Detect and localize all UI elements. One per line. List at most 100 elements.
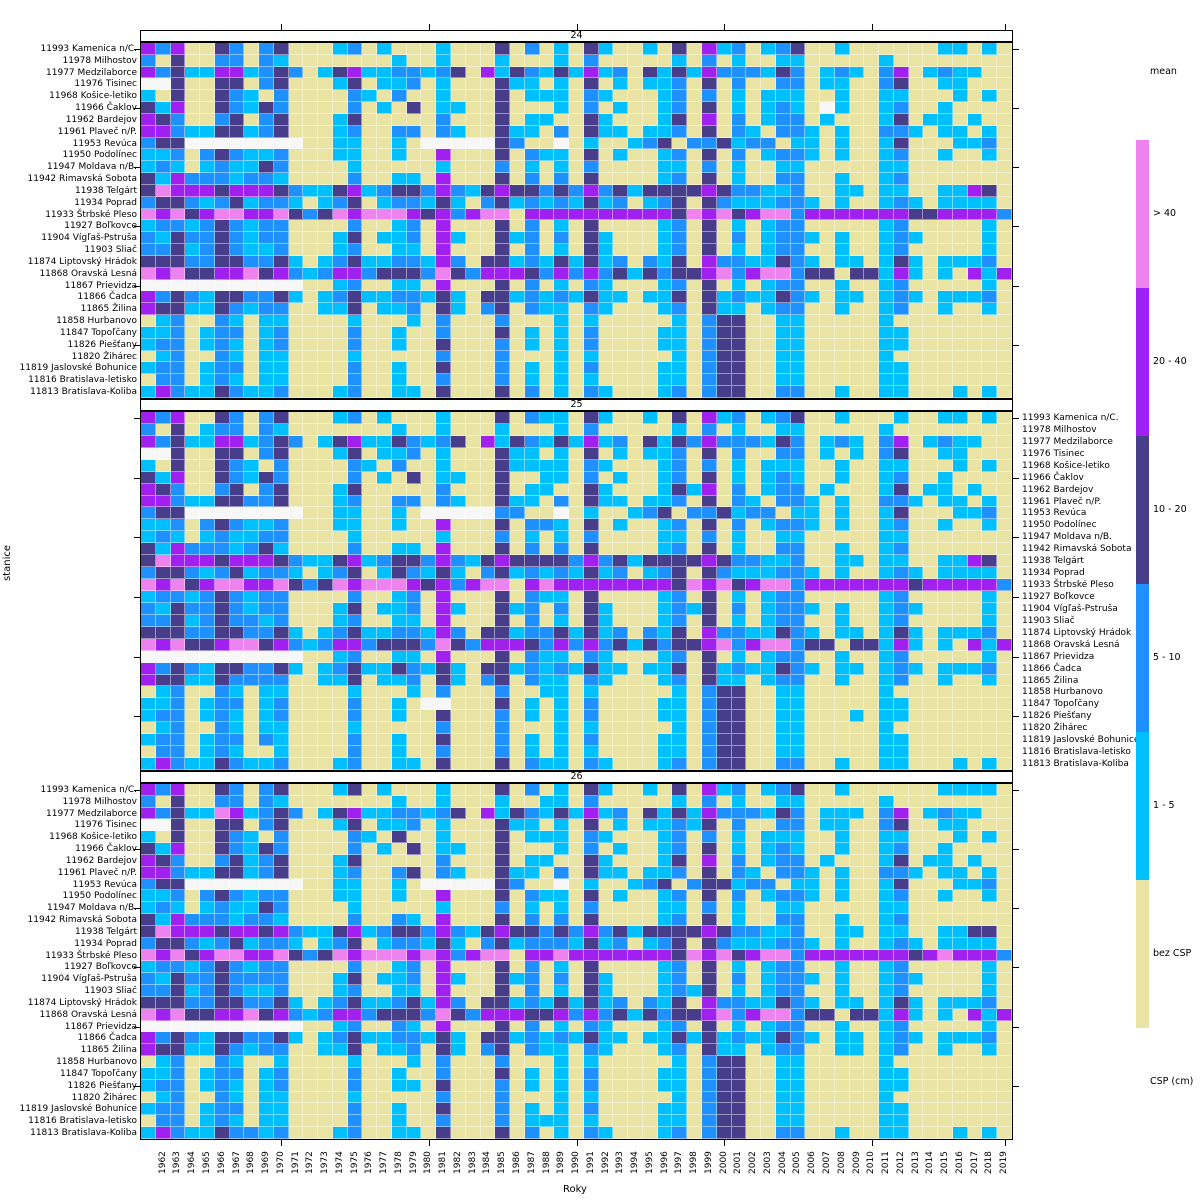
heatmap-cell xyxy=(377,447,392,460)
heatmap-cell xyxy=(406,338,422,351)
heatmap-cell xyxy=(273,1032,289,1045)
heatmap-cell xyxy=(628,423,643,436)
heatmap-cell xyxy=(997,831,1012,844)
heatmap-cell xyxy=(834,1044,850,1057)
heatmap-cell xyxy=(362,291,378,304)
heatmap-cell xyxy=(480,698,496,711)
heatmap-cell xyxy=(391,710,407,723)
heatmap-cell xyxy=(495,531,511,544)
heatmap-cell xyxy=(288,784,304,796)
heatmap-cell xyxy=(583,125,599,138)
heatmap-cell xyxy=(731,279,747,292)
heatmap-cell xyxy=(273,483,289,496)
heatmap-cell xyxy=(642,1008,658,1021)
heatmap-cell xyxy=(687,161,702,174)
heatmap-cell xyxy=(244,43,260,55)
heatmap-cell xyxy=(377,795,392,808)
heatmap-cell xyxy=(908,184,924,197)
heatmap-cell xyxy=(952,66,968,79)
heatmap-cell xyxy=(554,1020,570,1033)
heatmap-cell xyxy=(539,255,555,268)
heatmap-cell xyxy=(938,878,953,891)
heatmap-cell xyxy=(893,54,909,67)
heatmap-cell xyxy=(642,412,658,424)
heatmap-cell xyxy=(687,807,702,820)
heatmap-cell xyxy=(746,220,762,233)
heatmap-cell xyxy=(495,579,511,591)
heatmap-cell xyxy=(495,1044,511,1057)
heatmap-cell xyxy=(141,78,156,91)
heatmap-cell xyxy=(672,483,688,496)
heatmap-cell xyxy=(613,495,629,508)
heatmap-cell xyxy=(155,591,171,603)
heatmap-cell xyxy=(347,90,363,103)
heatmap-cell xyxy=(893,232,909,245)
heatmap-cell xyxy=(583,326,599,339)
heatmap-cell xyxy=(569,102,584,114)
heatmap-cell xyxy=(347,579,363,591)
heatmap-cell xyxy=(657,483,673,496)
heatmap-cell xyxy=(303,1008,319,1021)
heatmap-cell xyxy=(244,1044,260,1057)
heatmap-cell xyxy=(657,949,673,962)
heatmap-cell xyxy=(391,374,407,387)
heatmap-cell xyxy=(554,843,570,855)
heatmap-cell xyxy=(510,412,525,424)
heatmap-cell xyxy=(775,137,791,150)
heatmap-cell xyxy=(185,291,201,304)
heatmap-cell xyxy=(141,866,156,879)
heatmap-cell xyxy=(303,819,319,832)
heatmap-cell xyxy=(524,973,540,986)
heatmap-cell xyxy=(539,315,555,327)
heatmap-cell xyxy=(170,602,186,615)
heatmap-cell xyxy=(554,831,570,844)
heatmap-cell xyxy=(893,758,909,770)
heatmap-cell xyxy=(436,710,452,723)
heatmap-cell xyxy=(451,161,466,174)
heatmap-cell xyxy=(775,220,791,233)
heatmap-cell xyxy=(923,291,939,304)
heatmap-cell xyxy=(318,374,333,387)
heatmap-cell xyxy=(805,519,821,532)
heatmap-cell xyxy=(908,985,924,997)
heatmap-cell xyxy=(997,758,1012,770)
heatmap-cell xyxy=(598,662,614,675)
heatmap-cell xyxy=(510,125,525,138)
heatmap-cell xyxy=(805,447,821,460)
heatmap-cell xyxy=(362,326,378,339)
heatmap-cell xyxy=(377,102,392,114)
row-tick xyxy=(134,716,140,718)
heatmap-cell xyxy=(200,519,215,532)
heatmap-cell xyxy=(480,66,496,79)
heatmap-cell xyxy=(805,686,821,699)
heatmap-cell xyxy=(155,626,171,639)
heatmap-cell xyxy=(775,831,791,844)
heatmap-cell xyxy=(200,483,215,496)
heatmap-cell xyxy=(613,710,629,723)
heatmap-cell xyxy=(303,985,319,997)
heatmap-cell xyxy=(790,555,806,568)
heatmap-cell xyxy=(465,949,481,962)
heatmap-cell xyxy=(318,925,333,938)
heatmap-cell xyxy=(746,638,762,651)
heatmap-cell xyxy=(834,459,850,472)
heatmap-cell xyxy=(347,843,363,855)
heatmap-cell xyxy=(273,722,289,735)
heatmap-cell xyxy=(879,137,894,150)
heatmap-cell xyxy=(141,567,156,580)
heatmap-cell xyxy=(997,996,1012,1009)
heatmap-cell xyxy=(628,843,643,855)
heatmap-cell xyxy=(628,734,643,747)
heatmap-cell xyxy=(259,279,274,292)
heatmap-cell xyxy=(657,758,673,770)
heatmap-cell xyxy=(790,795,806,808)
heatmap-cell xyxy=(436,326,452,339)
heatmap-cell xyxy=(598,459,614,472)
heatmap-cell xyxy=(465,459,481,472)
heatmap-cell xyxy=(391,362,407,375)
heatmap-cell xyxy=(642,471,658,484)
heatmap-cell xyxy=(480,471,496,484)
heatmap-cell xyxy=(303,722,319,735)
heatmap-cell xyxy=(362,1032,378,1045)
heatmap-cell xyxy=(318,54,333,67)
